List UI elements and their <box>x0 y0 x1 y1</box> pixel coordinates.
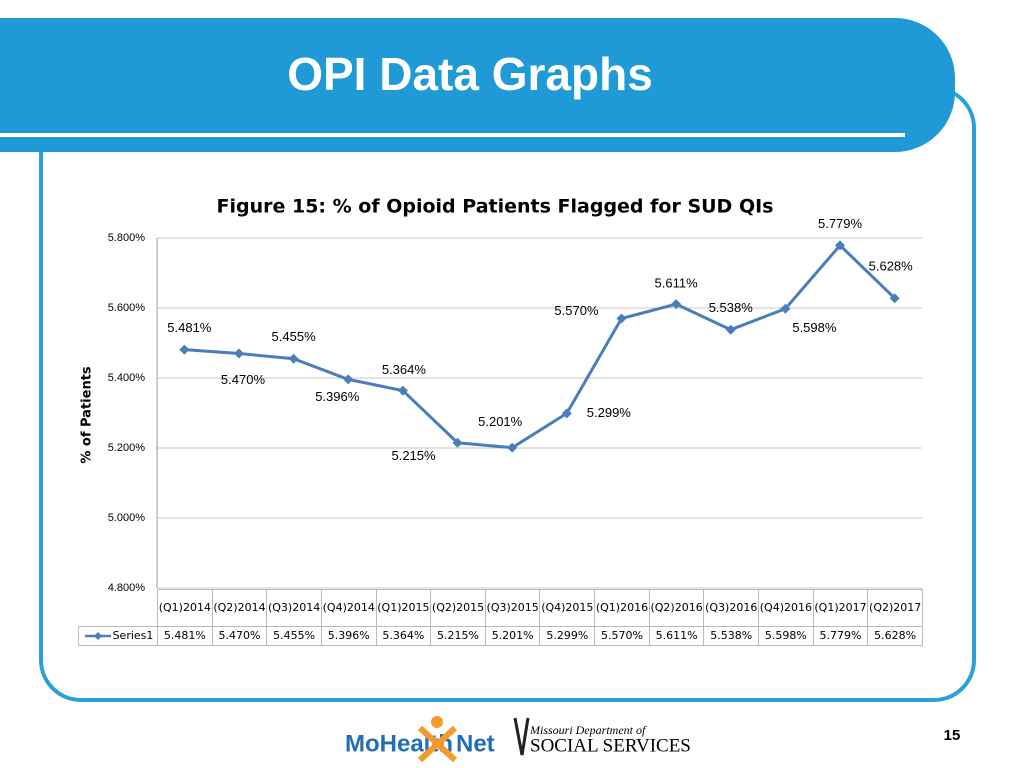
data-point <box>233 348 244 359</box>
logo-text: Net <box>456 730 495 757</box>
table-value: 5.201% <box>484 626 541 646</box>
data-point <box>616 313 627 324</box>
x-tick-label: (Q1)2014 <box>157 589 213 627</box>
x-tick-label: (Q3)2014 <box>266 589 322 627</box>
data-label: 5.364% <box>382 362 427 377</box>
data-point <box>452 437 463 448</box>
data-label: 5.470% <box>221 372 266 387</box>
table-value: 5.455% <box>266 626 322 646</box>
logo-mark <box>513 717 530 756</box>
header-band <box>0 18 955 152</box>
legend-label: Series1 <box>112 629 154 642</box>
data-label: 5.570% <box>554 303 599 318</box>
x-tick-label: (Q2)2016 <box>648 589 705 627</box>
data-point <box>671 299 682 310</box>
legend-key <box>84 632 111 640</box>
table-value: 5.215% <box>430 626 486 646</box>
data-point <box>343 374 354 385</box>
data-label: 5.611% <box>655 276 699 291</box>
category-row: (Q1)2014 (Q2)2014 (Q3)2014 (Q4)2014 (Q1)2015… <box>78 589 923 627</box>
data-point <box>780 303 791 314</box>
value-row: Series1 5.481% 5.470% 5.455% 5.396% 5.364% 5.2… <box>78 626 923 646</box>
table-value: 5.779% <box>812 626 869 646</box>
legend-entry: Series1 <box>78 626 158 646</box>
x-tick-label: (Q2)2015 <box>430 589 486 627</box>
table-value: 5.538% <box>703 626 760 646</box>
data-point <box>179 344 190 355</box>
data-label: 5.455% <box>272 329 317 344</box>
y-tick-label: 5.600% <box>108 302 146 314</box>
x-tick-label: (Q4)2014 <box>320 589 377 627</box>
table-value: 5.299% <box>539 626 596 646</box>
y-tick-label: 5.000% <box>108 512 146 524</box>
series-line <box>184 243 896 450</box>
data-label: 5.481% <box>167 320 212 335</box>
data-point <box>507 442 518 453</box>
table-value: 5.396% <box>320 626 377 646</box>
chart-title: Figure 15: % of Opioid Patients Flagged … <box>217 196 774 218</box>
data-table: (Q1)2014 (Q2)2014 (Q3)2014 (Q4)2014 (Q1)2015… <box>78 589 923 646</box>
page-number: 15 <box>944 727 961 744</box>
x-tick-label: (Q2)2017 <box>867 589 923 627</box>
data-point <box>725 324 736 335</box>
data-point <box>397 385 408 396</box>
x-tick-label: (Q1)2016 <box>594 589 650 627</box>
data-point <box>835 240 846 251</box>
data-label: 5.201% <box>478 414 523 429</box>
data-label: 5.215% <box>391 448 436 463</box>
y-axis-label: % of Patients <box>80 366 95 464</box>
table-value: 5.611% <box>648 626 705 646</box>
y-tick-label: 5.200% <box>108 442 146 454</box>
x-tick-label: (Q4)2015 <box>539 589 596 627</box>
blank-cell <box>78 589 158 627</box>
table-value: 5.598% <box>758 626 814 646</box>
table-value: 5.481% <box>157 626 213 646</box>
y-tick-label: 5.400% <box>108 372 146 384</box>
table-value: 5.364% <box>375 626 432 646</box>
logo-text: SOCIAL SERVICES <box>530 735 691 756</box>
data-label: 5.538% <box>709 300 754 315</box>
data-point <box>288 353 299 364</box>
slide-title: OPI Data Graphs <box>287 48 653 100</box>
logo-mark <box>417 725 458 763</box>
logo-mark <box>431 716 443 728</box>
logo-text: Missouri Department of <box>529 723 647 737</box>
x-tick-label: (Q3)2015 <box>484 589 541 627</box>
data-label: 5.628% <box>869 259 914 274</box>
table-value: 5.628% <box>867 626 923 646</box>
x-tick-label: (Q4)2016 <box>758 589 814 627</box>
y-tick-label: 5.800% <box>108 232 146 244</box>
x-tick-label: (Q1)2015 <box>375 589 432 627</box>
data-label: 5.396% <box>315 389 360 404</box>
x-tick-label: (Q2)2014 <box>211 589 268 627</box>
data-point <box>889 293 900 304</box>
data-label: 5.299% <box>587 405 632 420</box>
data-point <box>561 408 572 419</box>
x-tick-label: (Q3)2016 <box>703 589 760 627</box>
data-label: 5.598% <box>792 320 837 335</box>
table-value: 5.470% <box>211 626 268 646</box>
table-value: 5.570% <box>594 626 650 646</box>
x-tick-label: (Q1)2017 <box>812 589 869 627</box>
data-label: 5.779% <box>818 216 863 231</box>
